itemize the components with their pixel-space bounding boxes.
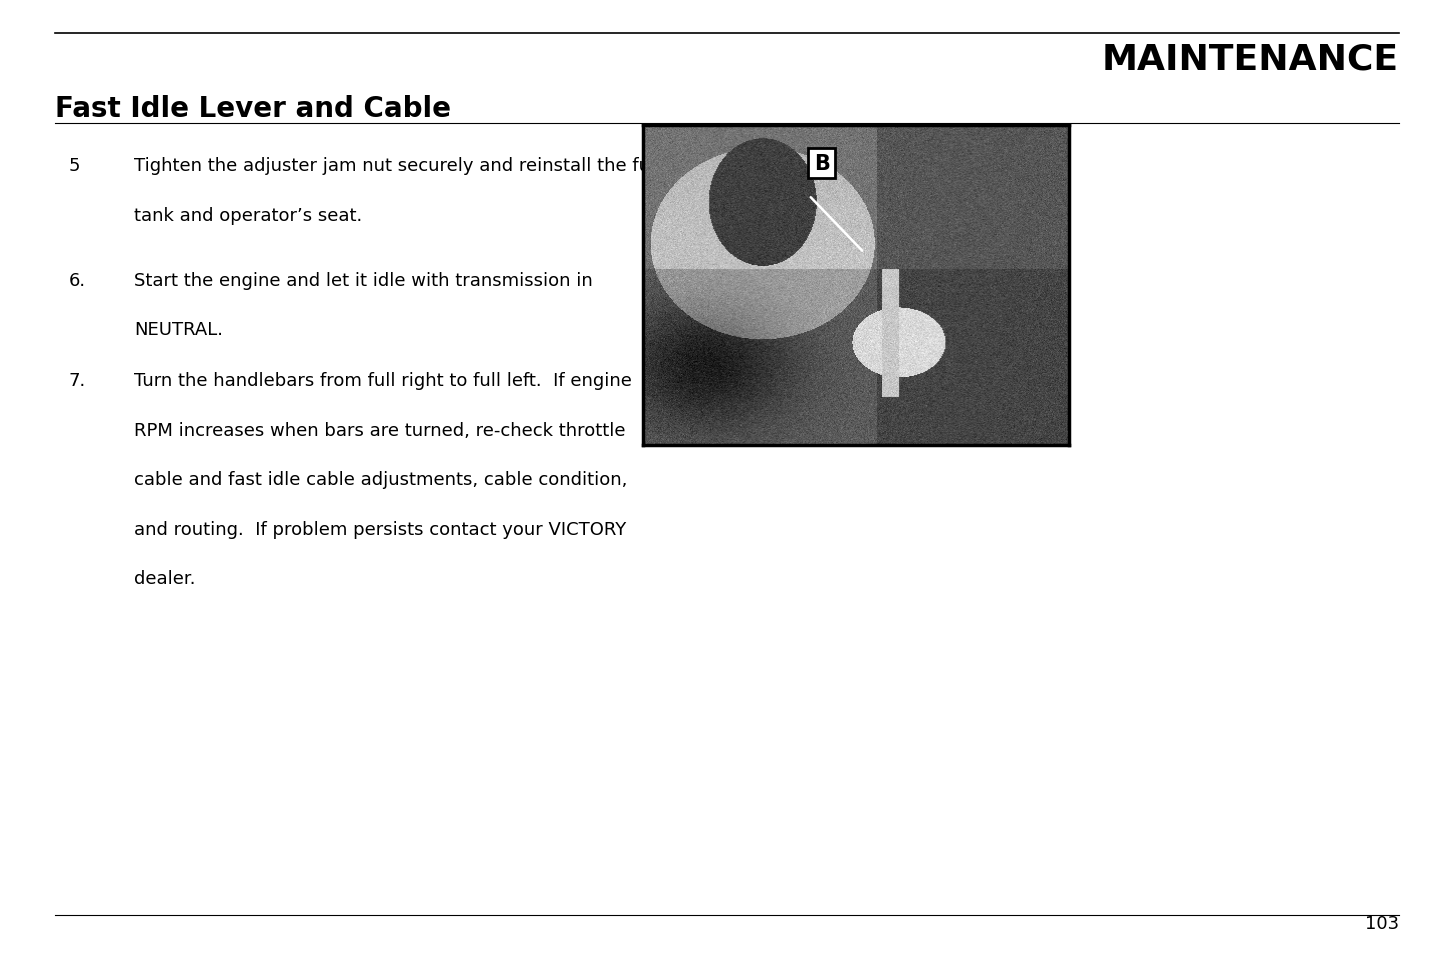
Text: 103: 103 [1365,914,1399,932]
Text: dealer.: dealer. [134,570,195,588]
Text: cable and fast idle cable adjustments, cable condition,: cable and fast idle cable adjustments, c… [134,471,627,489]
Text: 7.: 7. [68,372,86,390]
Text: tank and operator’s seat.: tank and operator’s seat. [134,207,362,225]
Text: B: B [814,154,830,174]
Text: MAINTENANCE: MAINTENANCE [1102,43,1399,77]
Text: NEUTRAL.: NEUTRAL. [134,321,222,339]
Text: and routing.  If problem persists contact your VICTORY: and routing. If problem persists contact… [134,520,627,538]
Text: 6.: 6. [68,272,86,290]
Text: Fast Idle Lever and Cable: Fast Idle Lever and Cable [55,95,451,123]
Text: Turn the handlebars from full right to full left.  If engine: Turn the handlebars from full right to f… [134,372,631,390]
Text: 5: 5 [68,157,80,175]
Text: Start the engine and let it idle with transmission in: Start the engine and let it idle with tr… [134,272,593,290]
Text: RPM increases when bars are turned, re-check throttle: RPM increases when bars are turned, re-c… [134,421,625,439]
Text: Tighten the adjuster jam nut securely and reinstall the fuel: Tighten the adjuster jam nut securely an… [134,157,666,175]
